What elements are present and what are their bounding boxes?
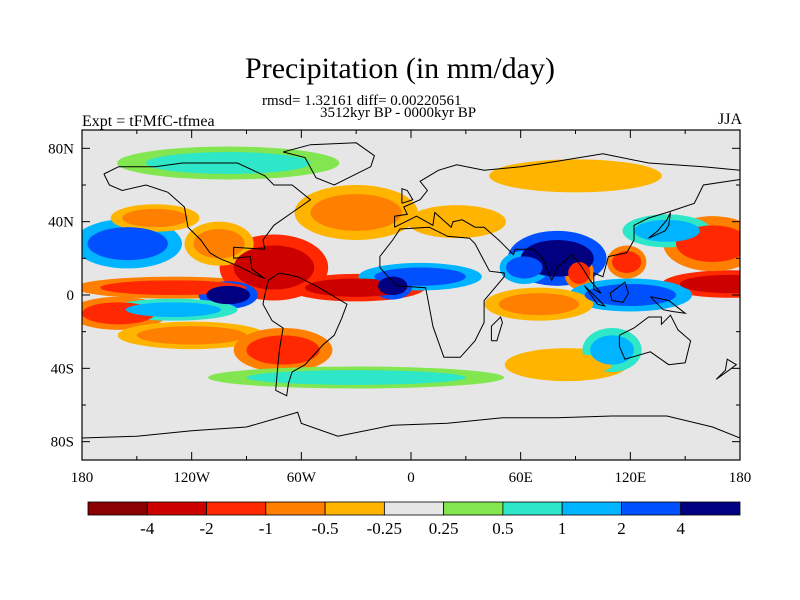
x-tick-label: 180 <box>729 470 752 486</box>
colorbar-label: -2 <box>199 519 213 538</box>
y-tick-label: 0 <box>67 288 75 304</box>
anomaly-region-siberia-dry <box>511 164 640 187</box>
x-tick-label: 60W <box>287 470 317 486</box>
coastline-europe-asia <box>394 153 740 294</box>
anomaly-region-mexico-dry <box>193 229 245 259</box>
season-label: JJA <box>717 111 742 128</box>
colorbar-swatch <box>502 501 563 516</box>
x-tick-label: 60E <box>509 470 533 486</box>
map-axes: 180 120W 60W 0 60E 120E 180 80N 40N 0 40S 80S <box>48 129 752 486</box>
anomaly-region-south-pacific-wet <box>125 302 221 317</box>
anomaly-region-southern-ocean-wet <box>246 370 466 385</box>
anomaly-region-pacific-itcz-west <box>679 274 740 294</box>
anomaly-region-north-atlantic-dry <box>310 194 402 231</box>
y-tick-label: 40N <box>48 215 74 231</box>
coastline-antarctica <box>82 411 740 439</box>
coastline-japan <box>648 212 671 239</box>
anomaly-region-east-pacific-wet <box>206 285 251 305</box>
anomaly-region-arabian-sea-wet <box>506 256 543 279</box>
anomaly-region-north-pacific-dry <box>122 208 189 228</box>
colorbar-swatch <box>443 501 504 516</box>
colorbar-label: 1 <box>558 519 567 538</box>
colorbar-label: -4 <box>140 519 155 538</box>
chart-title: Precipitation (in mm/day) <box>245 52 555 85</box>
coastline-madagascar <box>490 316 503 342</box>
colorbar-swatch <box>206 501 267 516</box>
colorbar-swatch <box>146 501 207 516</box>
coastline-africa-eurasia <box>379 226 505 358</box>
anomaly-region-bay-of-bengal-dry <box>568 262 591 284</box>
anomaly-region-west-africa-wet <box>378 276 408 296</box>
anomaly-field <box>82 146 740 389</box>
coastline-uk <box>401 188 414 204</box>
colorbar-swatch <box>87 501 148 516</box>
anomaly-region-south-china-dry <box>612 251 642 273</box>
anomaly-region-caribbean-dry <box>233 245 315 290</box>
colorbar-swatch <box>621 501 682 516</box>
coastline-new-guinea <box>650 296 687 315</box>
coastlines <box>82 142 740 439</box>
colorbar-label: 4 <box>676 519 685 538</box>
anomaly-region-south-indian-dry <box>520 353 613 376</box>
coastline-greenland <box>282 142 375 186</box>
anomaly-region-south-america-dry <box>246 335 320 365</box>
anomaly-region-west-pacific-wet <box>633 219 700 242</box>
colorbar-label: 0.5 <box>492 519 513 538</box>
coastline-australia <box>618 314 692 366</box>
colorbar-swatch <box>324 501 385 516</box>
anomaly-region-indian-ocean-dry <box>498 293 580 316</box>
x-tick-label: 120W <box>173 470 211 486</box>
y-tick-label: 40S <box>51 361 74 377</box>
colorbar-swatch <box>561 501 622 516</box>
colorbar-swatch <box>265 501 326 516</box>
colorbar: -4 -2 -1 -0.5 -0.25 0.25 0.5 1 2 4 <box>87 501 741 538</box>
stats-line: rmsd= 1.32161 diff= 0.00220561 <box>262 93 462 109</box>
coastline-south-america <box>262 272 348 397</box>
x-tick-label: 180 <box>71 470 94 486</box>
coastline-north-america <box>103 162 312 279</box>
colorbar-label: -1 <box>259 519 273 538</box>
colorbar-label: -0.25 <box>367 519 402 538</box>
anomaly-region-south-pacific-dry-2 <box>136 326 247 345</box>
coastline-borneo <box>609 281 630 303</box>
colorbar-label: 2 <box>617 519 626 538</box>
x-tick-label: 120E <box>614 470 646 486</box>
colorbar-swatch <box>383 501 445 516</box>
coastline-sumatra <box>584 285 607 307</box>
anomaly-region-north-pacific-wet <box>87 227 168 261</box>
colorbar-label: -0.5 <box>312 519 339 538</box>
map-plot-area <box>82 130 740 460</box>
colorbar-label: 0.25 <box>429 519 459 538</box>
anomaly-region-australia-west-wet <box>590 335 634 365</box>
colorbar-swatch <box>680 501 741 516</box>
anomaly-region-indonesia-wet <box>584 284 677 306</box>
y-tick-label: 80N <box>48 141 74 157</box>
experiment-label: Expt = tFMfC-tfmea <box>82 113 215 130</box>
period-line: 3512kyr BP - 0000kyr BP <box>320 105 477 121</box>
y-tick-label: 80S <box>51 435 74 451</box>
coastline-new-zealand <box>715 358 738 380</box>
x-tick-label: 0 <box>407 470 415 486</box>
anomaly-region-europe-dry <box>420 210 494 233</box>
